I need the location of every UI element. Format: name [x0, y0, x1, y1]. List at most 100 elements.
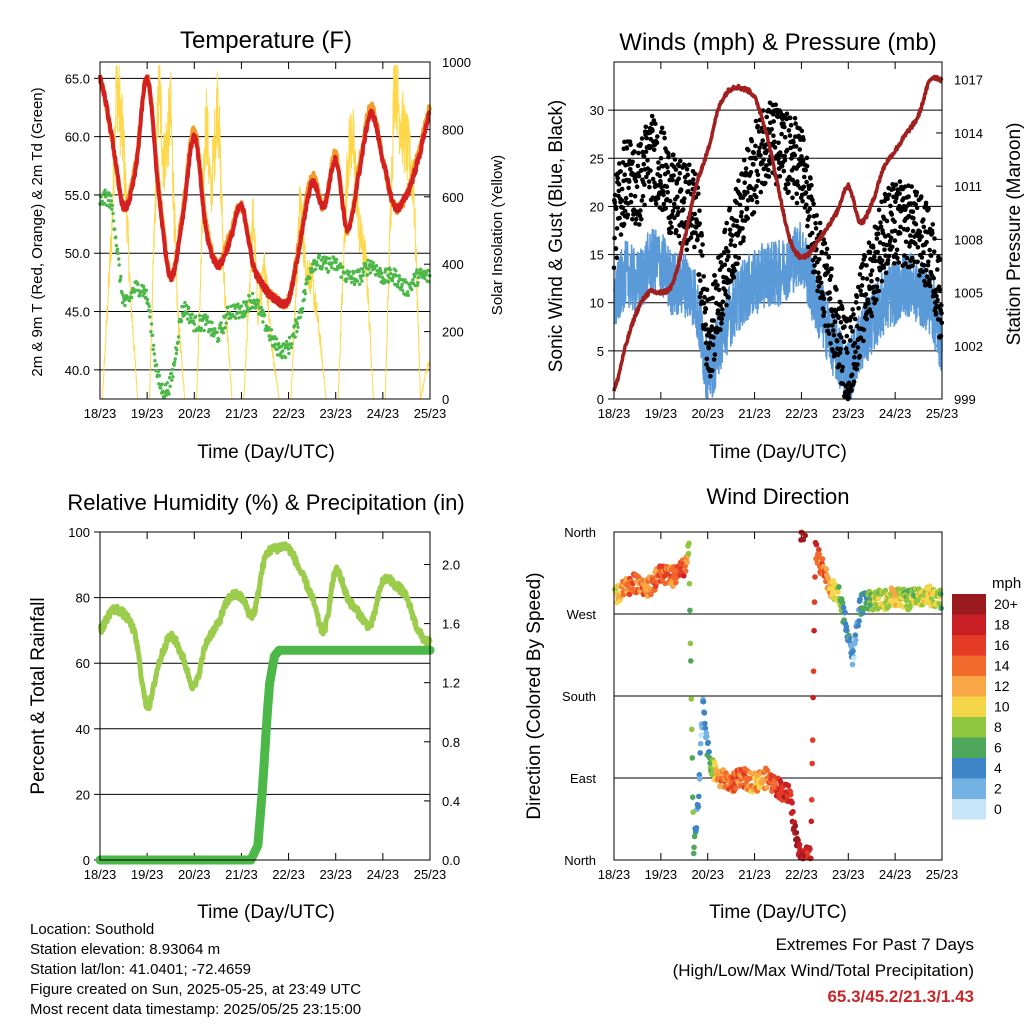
- dewpoint-point: [342, 271, 347, 275]
- gust-point: [672, 157, 678, 162]
- gust-point: [939, 302, 944, 308]
- x-tick-label: 22/23: [785, 406, 818, 421]
- winds-plot-area: 18/23 19/23 20/23 21/23 22/23 23/23 24/23 25/23…: [590, 62, 983, 421]
- gust-point: [919, 255, 925, 260]
- gust-point: [658, 155, 664, 161]
- gust-point: [813, 255, 818, 260]
- dewpoint-point: [244, 302, 248, 307]
- gust-point: [616, 188, 622, 194]
- gust-point: [759, 142, 764, 147]
- gust-point: [880, 230, 886, 236]
- info-location: Location: Southold: [30, 921, 155, 938]
- gust-point: [923, 200, 929, 206]
- gust-point: [640, 193, 646, 199]
- gust-point: [874, 236, 880, 241]
- gust-point: [933, 310, 939, 316]
- dewpoint-point: [377, 274, 382, 278]
- gust-point: [630, 217, 635, 222]
- gust-point: [897, 179, 903, 184]
- gust-point: [732, 268, 737, 273]
- dewpoint-point: [103, 188, 107, 192]
- gust-point: [703, 306, 709, 312]
- dewpoint-point: [223, 326, 227, 330]
- direction-point: [686, 580, 693, 587]
- y2-tick-label: 1000: [442, 55, 471, 70]
- gust-point: [849, 372, 855, 378]
- dewpoint-point: [303, 288, 307, 293]
- dewpoint-point: [313, 267, 318, 271]
- direction-point: [808, 797, 815, 803]
- dewpoint-point: [395, 282, 400, 286]
- gust-point: [827, 277, 833, 283]
- gust-point: [752, 187, 757, 192]
- y2-tick-label: 0.4: [442, 794, 460, 809]
- gust-point: [755, 172, 761, 178]
- gust-point: [695, 237, 700, 242]
- gust-point: [753, 156, 758, 162]
- direction-point: [809, 737, 816, 743]
- gust-point: [675, 205, 681, 210]
- gust-point: [910, 209, 916, 214]
- dewpoint-point: [137, 294, 142, 298]
- dewpoint-point: [243, 311, 248, 315]
- gust-point: [816, 270, 821, 276]
- gust-point: [769, 127, 774, 132]
- gust-point: [650, 176, 656, 182]
- gust-point: [819, 250, 825, 256]
- gust-point: [909, 184, 914, 189]
- gust-point: [625, 212, 631, 218]
- direction-point: [847, 635, 853, 642]
- gust-point: [638, 208, 643, 213]
- x-tick-label: 22/23: [785, 867, 818, 882]
- gust-point: [790, 195, 795, 201]
- gust-point: [719, 316, 724, 322]
- dewpoint-point: [243, 314, 247, 318]
- gust-point: [816, 257, 822, 262]
- gust-point: [755, 123, 760, 129]
- gust-point: [876, 207, 882, 213]
- gust-point: [882, 191, 888, 197]
- dewpoint-point: [368, 271, 373, 275]
- gust-point: [697, 221, 702, 226]
- dewpoint-point: [303, 292, 308, 296]
- gust-point: [683, 163, 688, 168]
- winds-panel: Winds (mph) & Pressure (mb) 18/23 19/23 20…: [546, 29, 1024, 463]
- gust-point: [728, 278, 734, 284]
- direction-point: [903, 597, 910, 604]
- y2-tick-label: 600: [442, 190, 464, 205]
- dewpoint-point: [267, 334, 271, 338]
- dewpoint-point: [172, 363, 176, 367]
- dewpoint-point: [390, 279, 395, 283]
- info-created: Figure created on Sun, 2025-05-25, at 23…: [30, 981, 362, 998]
- gust-point: [645, 158, 650, 163]
- gust-point: [839, 368, 845, 374]
- direction-point: [823, 566, 830, 572]
- gust-point: [782, 153, 787, 159]
- gust-point: [691, 177, 696, 182]
- dewpoint-point: [147, 304, 151, 308]
- gust-point: [828, 273, 834, 279]
- dewpoint-point: [203, 313, 207, 317]
- gust-point: [737, 202, 743, 208]
- direction-point: [842, 609, 848, 616]
- legend-swatch: [952, 778, 986, 799]
- direction-point: [691, 833, 698, 840]
- dewpoint-point: [414, 271, 418, 275]
- gust-point: [661, 201, 667, 207]
- dewpoint-point: [150, 333, 155, 337]
- direction-point: [626, 591, 633, 598]
- gust-point: [725, 249, 731, 254]
- gust-point: [777, 174, 783, 179]
- dewpoint-point: [167, 392, 171, 396]
- gust-point: [720, 312, 726, 317]
- gust-point: [895, 255, 900, 261]
- gust-point: [620, 205, 625, 210]
- x-tick-label: 22/23: [272, 867, 305, 882]
- gust-point: [761, 157, 766, 162]
- gust-point: [646, 179, 652, 184]
- gust-point: [659, 125, 665, 131]
- gust-point: [628, 167, 633, 172]
- x-tick-label: 18/23: [84, 867, 117, 882]
- gust-point: [740, 226, 745, 231]
- gust-point: [663, 206, 668, 211]
